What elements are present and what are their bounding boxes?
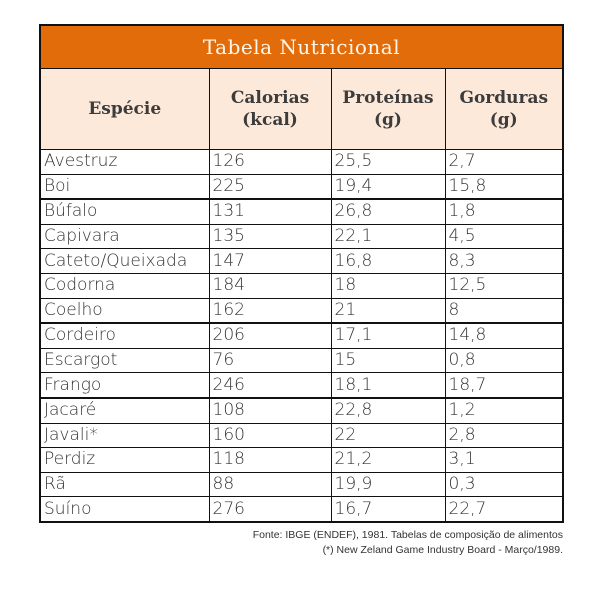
cell-especie: Javali* <box>41 423 210 449</box>
table-title: Tabela Nutricional <box>41 26 562 69</box>
cell-proteinas: 21,2 <box>331 447 446 473</box>
cell-gorduras: 0,8 <box>445 348 562 374</box>
cell-gorduras: 8 <box>445 298 562 325</box>
table-row: Avestruz 126 25,5 2,7 <box>41 149 562 175</box>
cell-proteinas: 22,8 <box>331 397 446 424</box>
header-unit: (g) <box>489 110 518 130</box>
cell-calorias: 135 <box>209 224 332 250</box>
cell-proteinas: 22,1 <box>331 224 446 250</box>
cell-calorias: 225 <box>209 174 332 201</box>
table-row: Búfalo 131 26,8 1,8 <box>41 199 562 225</box>
cell-calorias: 246 <box>209 372 332 399</box>
header-calorias: Calorias (kcal) <box>209 68 332 150</box>
cell-especie: Cateto/Queixada <box>41 248 210 274</box>
cell-proteinas: 18 <box>331 273 446 299</box>
cell-gorduras: 18,7 <box>445 372 562 399</box>
cell-proteinas: 19,9 <box>331 472 446 498</box>
table-row: Cateto/Queixada 147 16,8 8,3 <box>41 248 562 274</box>
table-row: Coelho 162 21 8 <box>41 298 562 325</box>
cell-proteinas: 26,8 <box>331 199 446 225</box>
table-row: Javali* 160 22 2,8 <box>41 423 562 449</box>
cell-especie: Búfalo <box>41 199 210 225</box>
cell-proteinas: 19,4 <box>331 174 446 201</box>
table-row: Suíno 276 16,7 22,7 <box>41 496 562 521</box>
cell-calorias: 276 <box>209 496 332 521</box>
cell-proteinas: 18,1 <box>331 372 446 399</box>
cell-calorias: 76 <box>209 348 332 374</box>
table-row: Frango 246 18,1 18,7 <box>41 372 562 399</box>
cell-especie: Escargot <box>41 348 210 374</box>
header-unit: (g) <box>374 110 402 130</box>
header-label: Proteínas <box>342 88 434 108</box>
header-label: Espécie <box>88 99 162 119</box>
cell-especie: Coelho <box>41 298 210 325</box>
header-unit: (kcal) <box>242 110 298 130</box>
cell-calorias: 118 <box>209 447 332 473</box>
source-line: Fonte: IBGE (ENDEF), 1981. Tabelas de co… <box>252 529 563 541</box>
cell-proteinas: 25,5 <box>331 149 446 175</box>
cell-especie: Suíno <box>41 496 210 521</box>
header-proteinas: Proteínas (g) <box>331 68 446 150</box>
cell-calorias: 206 <box>209 323 332 349</box>
cell-calorias: 126 <box>209 149 332 175</box>
table-row: Codorna 184 18 12,5 <box>41 273 562 299</box>
cell-proteinas: 17,1 <box>331 323 446 349</box>
cell-especie: Jacaré <box>41 397 210 424</box>
cell-gorduras: 3,1 <box>445 447 562 473</box>
header-label: Gorduras <box>459 88 549 108</box>
cell-gorduras: 2,7 <box>445 149 562 175</box>
cell-gorduras: 0,3 <box>445 472 562 498</box>
cell-proteinas: 21 <box>331 298 446 325</box>
table-row: Jacaré 108 22,8 1,2 <box>41 397 562 424</box>
cell-gorduras: 22,7 <box>448 498 487 519</box>
cell-gorduras: 15,8 <box>445 174 562 201</box>
cell-calorias: 184 <box>209 273 332 299</box>
cell-calorias: 160 <box>209 423 332 449</box>
cell-gorduras: 8,3 <box>445 248 562 274</box>
source-note: Fonte: IBGE (ENDEF), 1981. Tabelas de co… <box>253 528 563 558</box>
table-row: Cordeiro 206 17,1 14,8 <box>41 323 562 349</box>
footnote-line: (*) New Zeland Game Industry Board - Mar… <box>322 544 563 556</box>
cell-proteinas: 22 <box>331 423 446 449</box>
nutrition-table: Tabela Nutricional Espécie Calorias (kcal… <box>39 24 564 523</box>
nutrition-table-grid: Tabela Nutricional Espécie Calorias (kcal… <box>41 26 562 521</box>
cell-proteinas: 16,7 <box>331 496 446 521</box>
cell-gorduras: 1,8 <box>445 199 562 225</box>
cell-especie: Frango <box>41 372 210 399</box>
table-row: Rã 88 19,9 0,3 <box>41 472 562 498</box>
cell-especie: Codorna <box>41 273 210 299</box>
cell-calorias: 88 <box>209 472 332 498</box>
cell-calorias: 108 <box>209 397 332 424</box>
cell-especie: Cordeiro <box>41 323 210 349</box>
table-body: Avestruz 126 25,5 2,7 Boi 225 19,4 15,8 Búfalo 13… <box>41 149 562 521</box>
header-row: Espécie Calorias (kcal) Proteínas (g) Gord… <box>41 68 562 150</box>
table-row: Capivara 135 22,1 4,5 <box>41 224 562 250</box>
cell-proteinas: 15 <box>331 348 446 374</box>
header-especie: Espécie <box>41 68 210 150</box>
title-row: Tabela Nutricional <box>41 26 562 69</box>
header-label: Calorias <box>230 88 310 108</box>
table-row: Boi 225 19,4 15,8 <box>41 174 562 201</box>
cell-gorduras: 14,8 <box>445 323 562 349</box>
cell-especie: Avestruz <box>41 149 210 175</box>
cell-especie: Capivara <box>41 224 210 250</box>
cell-gorduras: 12,5 <box>445 273 562 299</box>
table-row: Escargot 76 15 0,8 <box>41 348 562 374</box>
cell-especie: Rã <box>41 472 210 498</box>
cell-calorias: 162 <box>209 298 332 325</box>
cell-calorias: 147 <box>209 248 332 274</box>
cell-proteinas: 16,8 <box>331 248 446 274</box>
cell-especie: Boi <box>41 174 210 201</box>
table-row: Perdiz 118 21,2 3,1 <box>41 447 562 473</box>
cell-gorduras: 1,2 <box>445 397 562 424</box>
header-gorduras: Gorduras (g) <box>445 68 562 150</box>
cell-gorduras: 4,5 <box>445 224 562 250</box>
cell-gorduras: 2,8 <box>445 423 562 449</box>
cell-especie: Perdiz <box>41 447 210 473</box>
cell-calorias: 131 <box>209 199 332 225</box>
